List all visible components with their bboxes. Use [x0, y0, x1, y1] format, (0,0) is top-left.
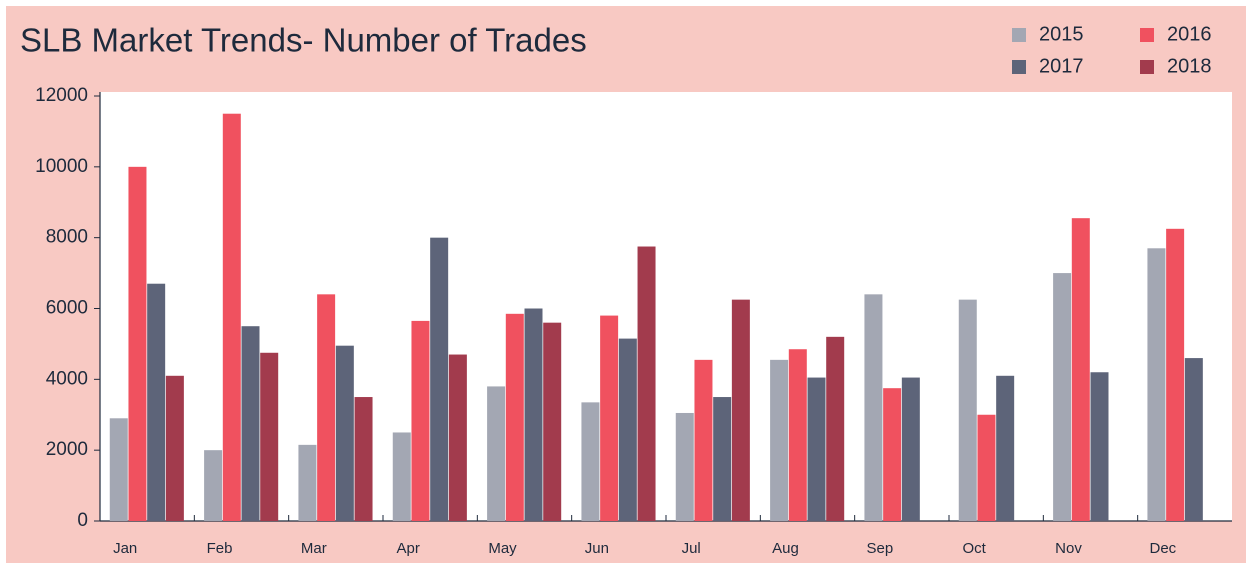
y-tick-label: 0	[77, 510, 88, 531]
bar	[958, 299, 977, 521]
bar	[996, 375, 1015, 521]
bar	[335, 345, 354, 521]
chart-title: SLB Market Trends- Number of Trades	[20, 22, 587, 59]
bar	[770, 359, 789, 521]
x-tick-label: Aug	[772, 540, 799, 557]
legend-label: 2016	[1167, 23, 1212, 45]
bar	[864, 294, 883, 521]
bar	[392, 432, 411, 521]
bar	[109, 418, 128, 521]
legend-label: 2015	[1039, 23, 1084, 45]
bar	[505, 313, 524, 521]
bar	[260, 352, 279, 521]
bar	[430, 237, 449, 521]
bar	[147, 283, 166, 521]
bar	[128, 166, 147, 522]
bar	[543, 322, 562, 521]
bar	[788, 349, 807, 521]
bar	[354, 397, 373, 521]
legend-swatch	[1140, 28, 1154, 42]
x-tick-label: Feb	[207, 540, 233, 557]
bar	[581, 402, 600, 521]
x-tick-label: Oct	[962, 540, 986, 557]
x-tick-label: May	[488, 540, 517, 557]
bar	[600, 315, 619, 521]
bar	[675, 412, 694, 521]
x-tick-label: Sep	[866, 540, 893, 557]
bar	[1071, 218, 1090, 521]
bar	[524, 308, 543, 521]
bar	[694, 359, 713, 521]
legend-label: 2018	[1167, 55, 1212, 77]
y-tick-label: 10000	[35, 156, 88, 177]
y-tick-label: 8000	[46, 227, 88, 248]
x-tick-label: Nov	[1055, 540, 1082, 557]
plot-area	[100, 92, 1232, 521]
bar	[713, 397, 732, 521]
legend-swatch	[1012, 28, 1026, 42]
bar	[1166, 228, 1185, 521]
x-tick-label: Apr	[396, 540, 419, 557]
bar	[317, 294, 336, 521]
bar	[241, 326, 260, 521]
legend-label: 2017	[1039, 55, 1084, 77]
y-tick-label: 2000	[46, 439, 88, 460]
bar	[204, 450, 223, 521]
y-tick-label: 4000	[46, 368, 88, 389]
bar	[165, 375, 184, 521]
y-tick-label: 6000	[46, 298, 88, 319]
y-tick-label: 12000	[35, 85, 88, 106]
bar	[298, 444, 317, 521]
bar	[1090, 372, 1109, 521]
bar	[807, 377, 826, 521]
x-tick-label: Jan	[113, 540, 137, 557]
legend-swatch	[1012, 60, 1026, 74]
legend-swatch	[1140, 60, 1154, 74]
bar	[618, 338, 637, 521]
bar	[487, 386, 506, 521]
bar	[901, 377, 920, 521]
x-tick-label: Dec	[1149, 540, 1176, 557]
bar	[411, 320, 430, 521]
bar	[731, 299, 750, 521]
x-tick-label: Jul	[682, 540, 701, 557]
bar	[1184, 358, 1203, 521]
bar	[222, 113, 241, 521]
bar	[883, 388, 902, 521]
x-tick-label: Jun	[585, 540, 609, 557]
bar	[1053, 273, 1072, 521]
bar	[1147, 248, 1166, 521]
bar	[637, 246, 656, 522]
x-tick-label: Mar	[301, 540, 327, 557]
bar	[977, 414, 996, 521]
bar	[826, 336, 845, 521]
bar	[448, 354, 467, 521]
